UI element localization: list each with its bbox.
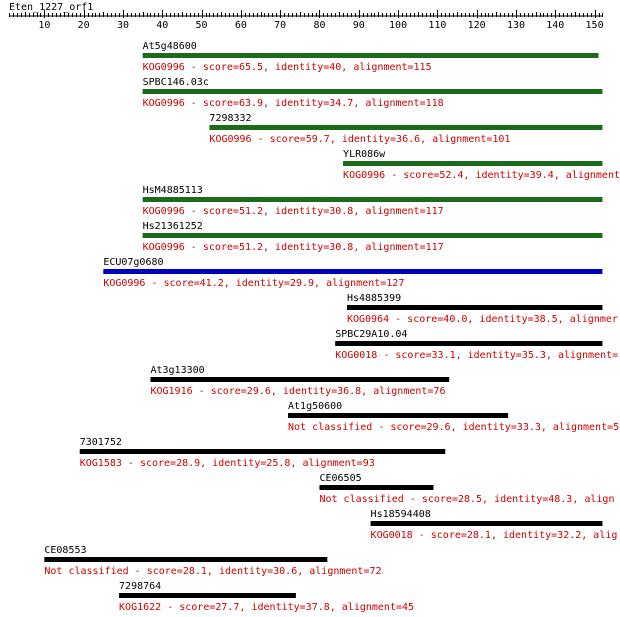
hit-name[interactable]: CE06505	[319, 473, 361, 484]
hit-description: KOG0996 - score=51.2, identity=30.8, ali…	[143, 206, 444, 217]
ruler-tick-label: 140	[546, 20, 564, 31]
hit-bar[interactable]	[44, 557, 328, 562]
hit-name[interactable]: 7298764	[119, 581, 161, 592]
hit-bar[interactable]	[103, 269, 603, 274]
hit-row[interactable]: SPBC29A10.04 KOG0018 - score=33.1, identi…	[335, 329, 618, 361]
hit-name[interactable]: SPBC146.03c	[143, 77, 209, 88]
hit-name[interactable]: Hs21361252	[143, 221, 203, 232]
ruler-tick-label: 70	[274, 20, 286, 31]
hit-bar[interactable]	[119, 593, 296, 598]
ruler-tick-label: 90	[353, 20, 365, 31]
hit-row[interactable]: Hs21361252 KOG0996 - score=51.2, identity…	[142, 221, 603, 253]
hit-description: Not classified - score=28.1, identity=30…	[44, 566, 381, 577]
hit-name[interactable]: At1g50600	[288, 401, 342, 412]
hit-row[interactable]: At3g13300 KOG1916 - score=29.6, identity=…	[150, 365, 450, 397]
hit-row[interactable]: 7298332 KOG0996 - score=59.7, identity=36…	[209, 113, 603, 145]
hit-row[interactable]: CE06505 Not classified - score=28.5, iden…	[319, 473, 614, 505]
hit-row[interactable]: At5g48600 KOG0996 - score=65.5, identity=…	[142, 41, 599, 73]
hit-bar[interactable]	[288, 413, 509, 418]
hit-bar[interactable]	[346, 305, 603, 310]
hit-bar[interactable]	[79, 449, 446, 454]
hit-description: KOG1583 - score=28.9, identity=25.8, ali…	[80, 458, 375, 469]
hit-description: KOG0996 - score=59.7, identity=36.6, ali…	[209, 134, 510, 145]
hit-description: KOG0018 - score=33.1, identity=35.3, ali…	[335, 350, 618, 361]
hit-description: KOG0996 - score=63.9, identity=34.7, ali…	[143, 98, 444, 109]
hits-list: At5g48600 KOG0996 - score=65.5, identity=…	[44, 41, 620, 613]
hit-row[interactable]: 7298764 KOG1622 - score=27.7, identity=37…	[119, 581, 414, 613]
hit-row[interactable]: YLR086w KOG0996 - score=52.4, identity=39…	[343, 149, 620, 181]
hit-description: KOG0996 - score=41.2, identity=29.9, ali…	[103, 278, 404, 289]
hit-bar[interactable]	[142, 53, 599, 58]
hit-row[interactable]: Hs4885399 KOG0964 - score=40.0, identity=…	[346, 293, 618, 325]
hit-bar[interactable]	[335, 341, 603, 346]
hit-row[interactable]: 7301752 KOG1583 - score=28.9, identity=25…	[79, 437, 446, 469]
ruler-tick-label: 150	[586, 20, 604, 31]
hit-description: KOG1916 - score=29.6, identity=36.8, ali…	[150, 386, 445, 397]
ruler-axis: 10 20 30 40 50 60 70 80 90 100 110 120 130 140 150	[9, 10, 604, 31]
hit-name[interactable]: 7298332	[209, 113, 251, 124]
hit-bar[interactable]	[370, 521, 603, 526]
hit-description: KOG0964 - score=40.0, identity=38.5, ali…	[347, 314, 618, 325]
hit-description: Not classified - score=29.6, identity=33…	[288, 422, 619, 433]
hit-name[interactable]: Hs4885399	[347, 293, 401, 304]
ruler-tick-label: 80	[313, 20, 325, 31]
hit-name[interactable]: At5g48600	[143, 41, 197, 52]
ruler-tick-label: 120	[468, 20, 486, 31]
hit-bar[interactable]	[142, 233, 603, 238]
hit-bar[interactable]	[142, 197, 603, 202]
hit-bar[interactable]	[209, 125, 603, 130]
hit-name[interactable]: YLR086w	[343, 149, 386, 160]
hit-row[interactable]: At1g50600 Not classified - score=29.6, id…	[288, 401, 619, 433]
hit-row[interactable]: SPBC146.03c KOG0996 - score=63.9, identit…	[142, 77, 603, 109]
query-title: Eten_1227_orf1	[9, 2, 93, 13]
ruler-tick-label: 20	[78, 20, 90, 31]
hit-bar[interactable]	[142, 89, 603, 94]
hit-bar[interactable]	[319, 485, 434, 490]
hit-bar[interactable]	[343, 161, 603, 166]
hit-description: KOG0018 - score=28.1, identity=32.2, ali…	[371, 530, 618, 541]
hit-description: Not classified - score=28.5, identity=48…	[319, 494, 614, 505]
hit-description: KOG0996 - score=52.4, identity=39.4, ali…	[343, 170, 620, 181]
hit-row[interactable]: CE08553 Not classified - score=28.1, iden…	[44, 545, 382, 577]
ruler-tick-label: 110	[428, 20, 446, 31]
hit-name[interactable]: 7301752	[80, 437, 122, 448]
hit-name[interactable]: SPBC29A10.04	[335, 329, 407, 340]
hit-bar[interactable]	[150, 377, 450, 382]
ruler-tick-label: 60	[235, 20, 247, 31]
hit-name[interactable]: Hs18594408	[371, 509, 431, 520]
hit-row[interactable]: HsM4885113 KOG0996 - score=51.2, identity…	[142, 185, 603, 217]
ruler-tick-label: 100	[389, 20, 407, 31]
hit-description: KOG0996 - score=51.2, identity=30.8, ali…	[143, 242, 444, 253]
hit-description: KOG0996 - score=65.5, identity=40, align…	[143, 62, 432, 73]
ruler-tick-label: 10	[38, 20, 50, 31]
hit-name[interactable]: ECU07g0680	[103, 257, 163, 268]
ruler-tick-label: 30	[117, 20, 129, 31]
hit-name[interactable]: HsM4885113	[143, 185, 203, 196]
ruler-tick-label: 50	[196, 20, 208, 31]
hit-name[interactable]: At3g13300	[150, 365, 204, 376]
hit-name[interactable]: CE08553	[44, 545, 86, 556]
ruler-tick-label: 40	[156, 20, 168, 31]
hit-description: KOG1622 - score=27.7, identity=37.8, ali…	[119, 602, 414, 613]
hit-row[interactable]: Hs18594408 KOG0018 - score=28.1, identity…	[370, 509, 618, 541]
ruler-tick-label: 130	[507, 20, 525, 31]
hit-row[interactable]: ECU07g0680 KOG0996 - score=41.2, identity…	[103, 257, 603, 289]
